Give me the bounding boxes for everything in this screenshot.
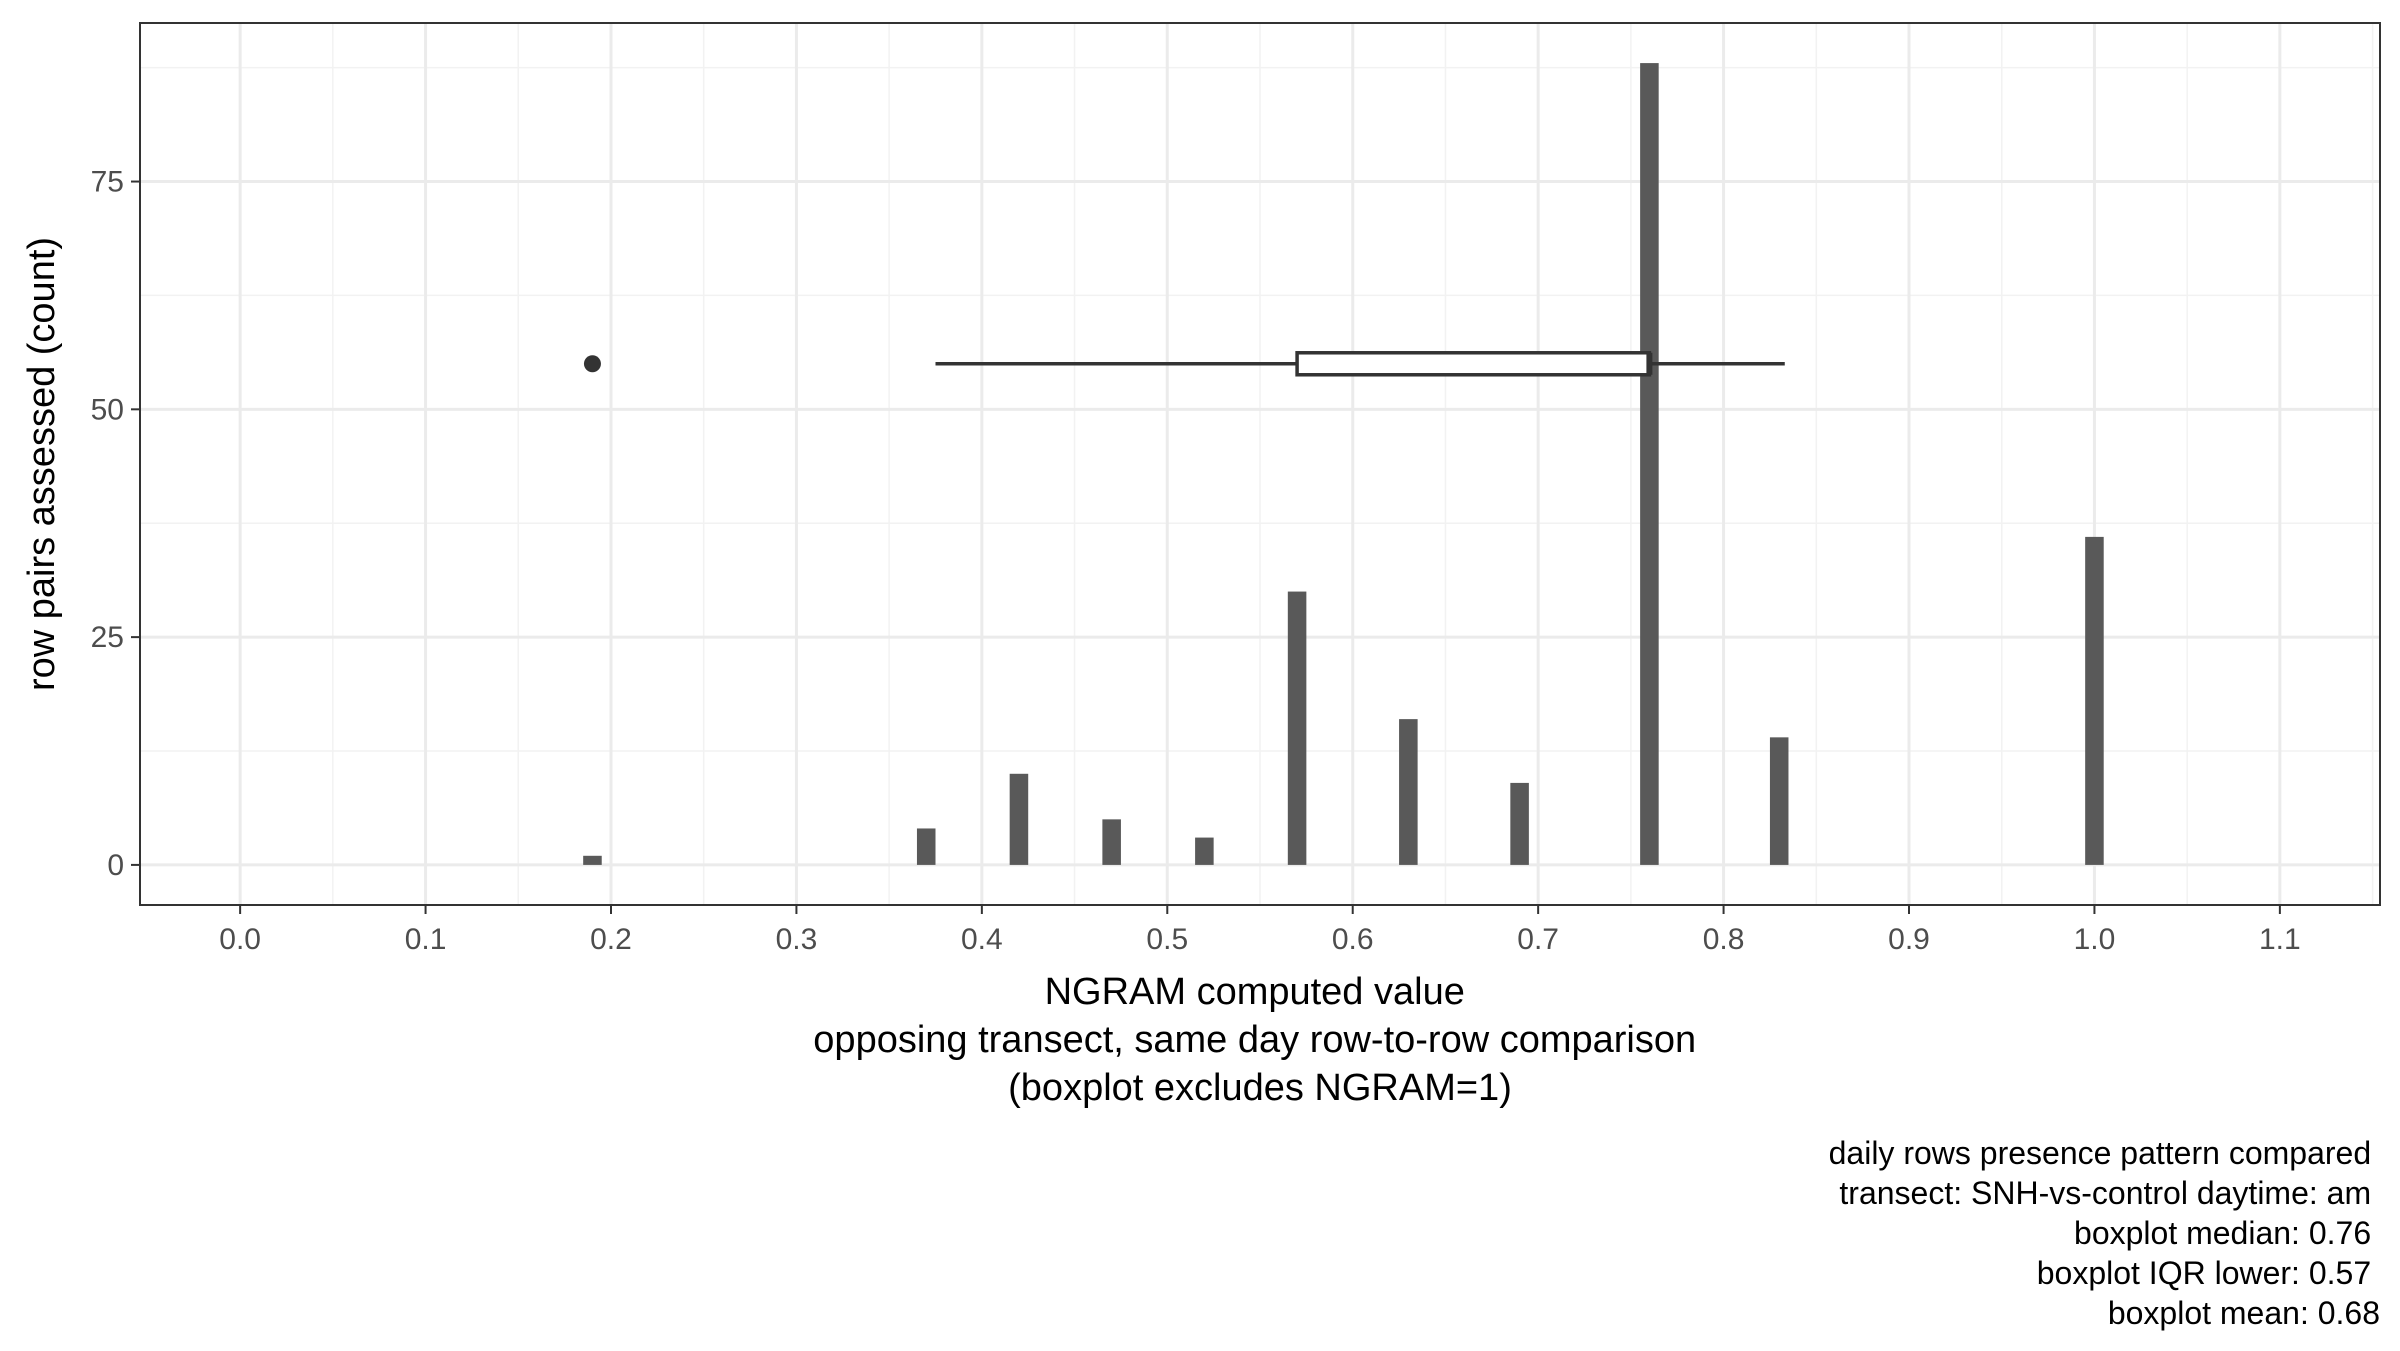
y-axis-title: row pairs assessed (count) (21, 237, 63, 691)
caption-line-4: boxplot IQR lower: 0.57 (2037, 1255, 2371, 1291)
x-tick-label: 0.0 (219, 923, 261, 956)
bar (1399, 719, 1418, 865)
boxplot-box (1295, 351, 1652, 377)
bar (1009, 773, 1029, 865)
y-tick-label: 0 (107, 849, 124, 882)
bar (1102, 819, 1121, 865)
caption: daily rows presence pattern compared tra… (1829, 1135, 2380, 1331)
caption-line-1: daily rows presence pattern compared (1829, 1135, 2372, 1171)
x-tick-label: 0.9 (1888, 923, 1930, 956)
x-tick-label: 1.0 (2074, 923, 2116, 956)
x-axis-title-line-3: (boxplot excludes NGRAM=1) (1008, 1067, 1512, 1109)
bar (2085, 536, 2104, 865)
caption-line-3: boxplot median: 0.76 (2074, 1215, 2371, 1251)
bars (583, 63, 2104, 865)
x-tick-label: 0.6 (1332, 923, 1374, 956)
y-axis-ticks: 0 25 50 75 (91, 166, 140, 882)
bar (1769, 737, 1789, 865)
x-axis-title: NGRAM computed value opposing transect, … (813, 971, 1706, 1109)
caption-line-2: transect: SNH-vs-control daytime: am (1839, 1175, 2371, 1211)
x-tick-label: 0.1 (405, 923, 447, 956)
boxplot (583, 351, 1785, 377)
y-tick-label: 50 (91, 393, 124, 426)
caption-line-5: boxplot mean: 0.68 (2108, 1295, 2380, 1331)
x-axis-title-line-1: NGRAM computed value (1045, 971, 1465, 1013)
x-axis-title-line-2: opposing transect, same day row-to-row c… (813, 1019, 1696, 1061)
grid-minor (140, 23, 2380, 905)
bar (1510, 782, 1529, 865)
boxplot-outlier (583, 355, 601, 373)
bar (583, 855, 602, 865)
grid-major (140, 23, 2380, 905)
x-axis-ticks: 0.0 0.1 0.2 0.3 0.4 0.5 0.6 0.7 0.8 0.9 1.0 1.1 (219, 905, 2301, 956)
bar (1640, 63, 1659, 865)
x-tick-label: 1.1 (2259, 923, 2301, 956)
x-tick-label: 0.7 (1517, 923, 1559, 956)
bar (916, 828, 936, 865)
x-tick-label: 0.3 (776, 923, 818, 956)
x-tick-label: 0.5 (1146, 923, 1188, 956)
x-tick-label: 0.2 (590, 923, 632, 956)
x-tick-label: 0.8 (1703, 923, 1745, 956)
x-tick-label: 0.4 (961, 923, 1003, 956)
y-tick-label: 25 (91, 621, 124, 654)
bar (1287, 591, 1307, 865)
bar (1195, 837, 1214, 865)
panel-border (139, 22, 2381, 906)
y-tick-label: 75 (91, 166, 124, 199)
